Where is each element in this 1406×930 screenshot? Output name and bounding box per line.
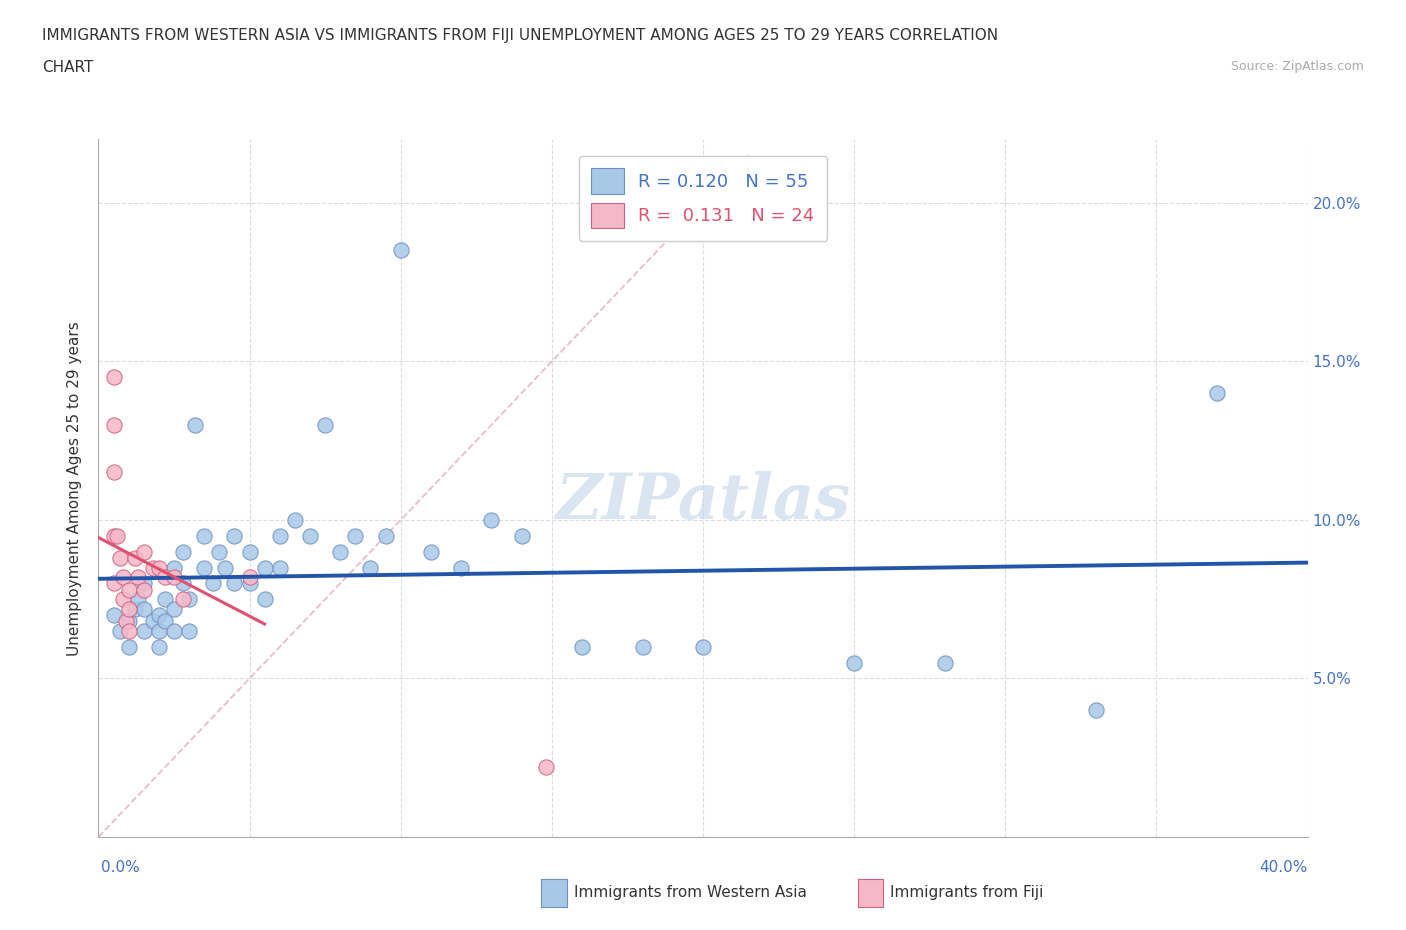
Point xyxy=(239,544,262,559)
Point xyxy=(193,528,215,543)
Point xyxy=(299,528,322,543)
Point xyxy=(148,639,170,654)
Point xyxy=(172,591,194,606)
Point xyxy=(103,528,125,543)
Point xyxy=(148,607,170,622)
Text: 40.0%: 40.0% xyxy=(1260,860,1308,875)
Point xyxy=(108,551,131,565)
Point xyxy=(132,623,155,638)
Point xyxy=(114,614,136,629)
Point xyxy=(132,602,155,617)
Point xyxy=(111,591,134,606)
Point xyxy=(360,560,382,575)
Text: Source: ZipAtlas.com: Source: ZipAtlas.com xyxy=(1230,60,1364,73)
Point xyxy=(172,576,194,591)
Point xyxy=(179,623,201,638)
Point xyxy=(329,544,352,559)
Point xyxy=(142,614,165,629)
Text: Immigrants from Fiji: Immigrants from Fiji xyxy=(890,885,1043,900)
Point xyxy=(269,560,291,575)
Point xyxy=(420,544,443,559)
Point xyxy=(344,528,367,543)
Point xyxy=(153,591,176,606)
Point xyxy=(844,655,866,670)
Point xyxy=(284,512,307,527)
Point xyxy=(1206,386,1229,401)
Point xyxy=(118,602,141,617)
Point xyxy=(934,655,956,670)
Point xyxy=(111,569,134,584)
Text: CHART: CHART xyxy=(42,60,94,75)
Point xyxy=(124,602,146,617)
Point xyxy=(153,569,176,584)
Point xyxy=(374,528,396,543)
Text: IMMIGRANTS FROM WESTERN ASIA VS IMMIGRANTS FROM FIJI UNEMPLOYMENT AMONG AGES 25 : IMMIGRANTS FROM WESTERN ASIA VS IMMIGRAN… xyxy=(42,28,998,43)
Point xyxy=(172,544,194,559)
Point xyxy=(118,582,141,597)
Point xyxy=(163,602,186,617)
Point xyxy=(631,639,654,654)
Point xyxy=(239,569,262,584)
Point xyxy=(127,569,149,584)
Point xyxy=(103,370,125,385)
Point xyxy=(193,560,215,575)
Text: ZIPatlas: ZIPatlas xyxy=(555,472,851,533)
Point xyxy=(103,607,125,622)
Point xyxy=(103,418,125,432)
Point xyxy=(118,614,141,629)
Point xyxy=(132,576,155,591)
Point xyxy=(118,639,141,654)
Legend: R = 0.120   N = 55, R =  0.131   N = 24: R = 0.120 N = 55, R = 0.131 N = 24 xyxy=(579,155,827,241)
Point xyxy=(214,560,236,575)
Point xyxy=(132,544,155,559)
Point xyxy=(202,576,225,591)
Point xyxy=(510,528,533,543)
Point xyxy=(269,528,291,543)
Point xyxy=(108,623,131,638)
Point xyxy=(253,591,276,606)
Point xyxy=(450,560,472,575)
Point xyxy=(184,418,207,432)
Point xyxy=(153,614,176,629)
Point xyxy=(481,512,503,527)
Point xyxy=(571,639,593,654)
Point xyxy=(132,582,155,597)
Point xyxy=(103,465,125,480)
Point xyxy=(103,576,125,591)
Text: Immigrants from Western Asia: Immigrants from Western Asia xyxy=(574,885,807,900)
Text: 0.0%: 0.0% xyxy=(101,860,141,875)
Point xyxy=(179,591,201,606)
Point xyxy=(118,623,141,638)
Point xyxy=(127,591,149,606)
Point xyxy=(224,528,246,543)
Point xyxy=(163,560,186,575)
Point xyxy=(142,560,165,575)
Point xyxy=(389,243,412,258)
Point xyxy=(692,639,714,654)
Point xyxy=(239,576,262,591)
Point xyxy=(124,551,146,565)
Point xyxy=(163,623,186,638)
Point xyxy=(148,623,170,638)
Y-axis label: Unemployment Among Ages 25 to 29 years: Unemployment Among Ages 25 to 29 years xyxy=(67,321,83,656)
Point xyxy=(105,528,128,543)
Point xyxy=(534,760,557,775)
Point xyxy=(253,560,276,575)
Point xyxy=(314,418,336,432)
Point xyxy=(224,576,246,591)
Point xyxy=(208,544,231,559)
Point xyxy=(163,569,186,584)
Point xyxy=(1085,703,1108,718)
Point xyxy=(148,560,170,575)
